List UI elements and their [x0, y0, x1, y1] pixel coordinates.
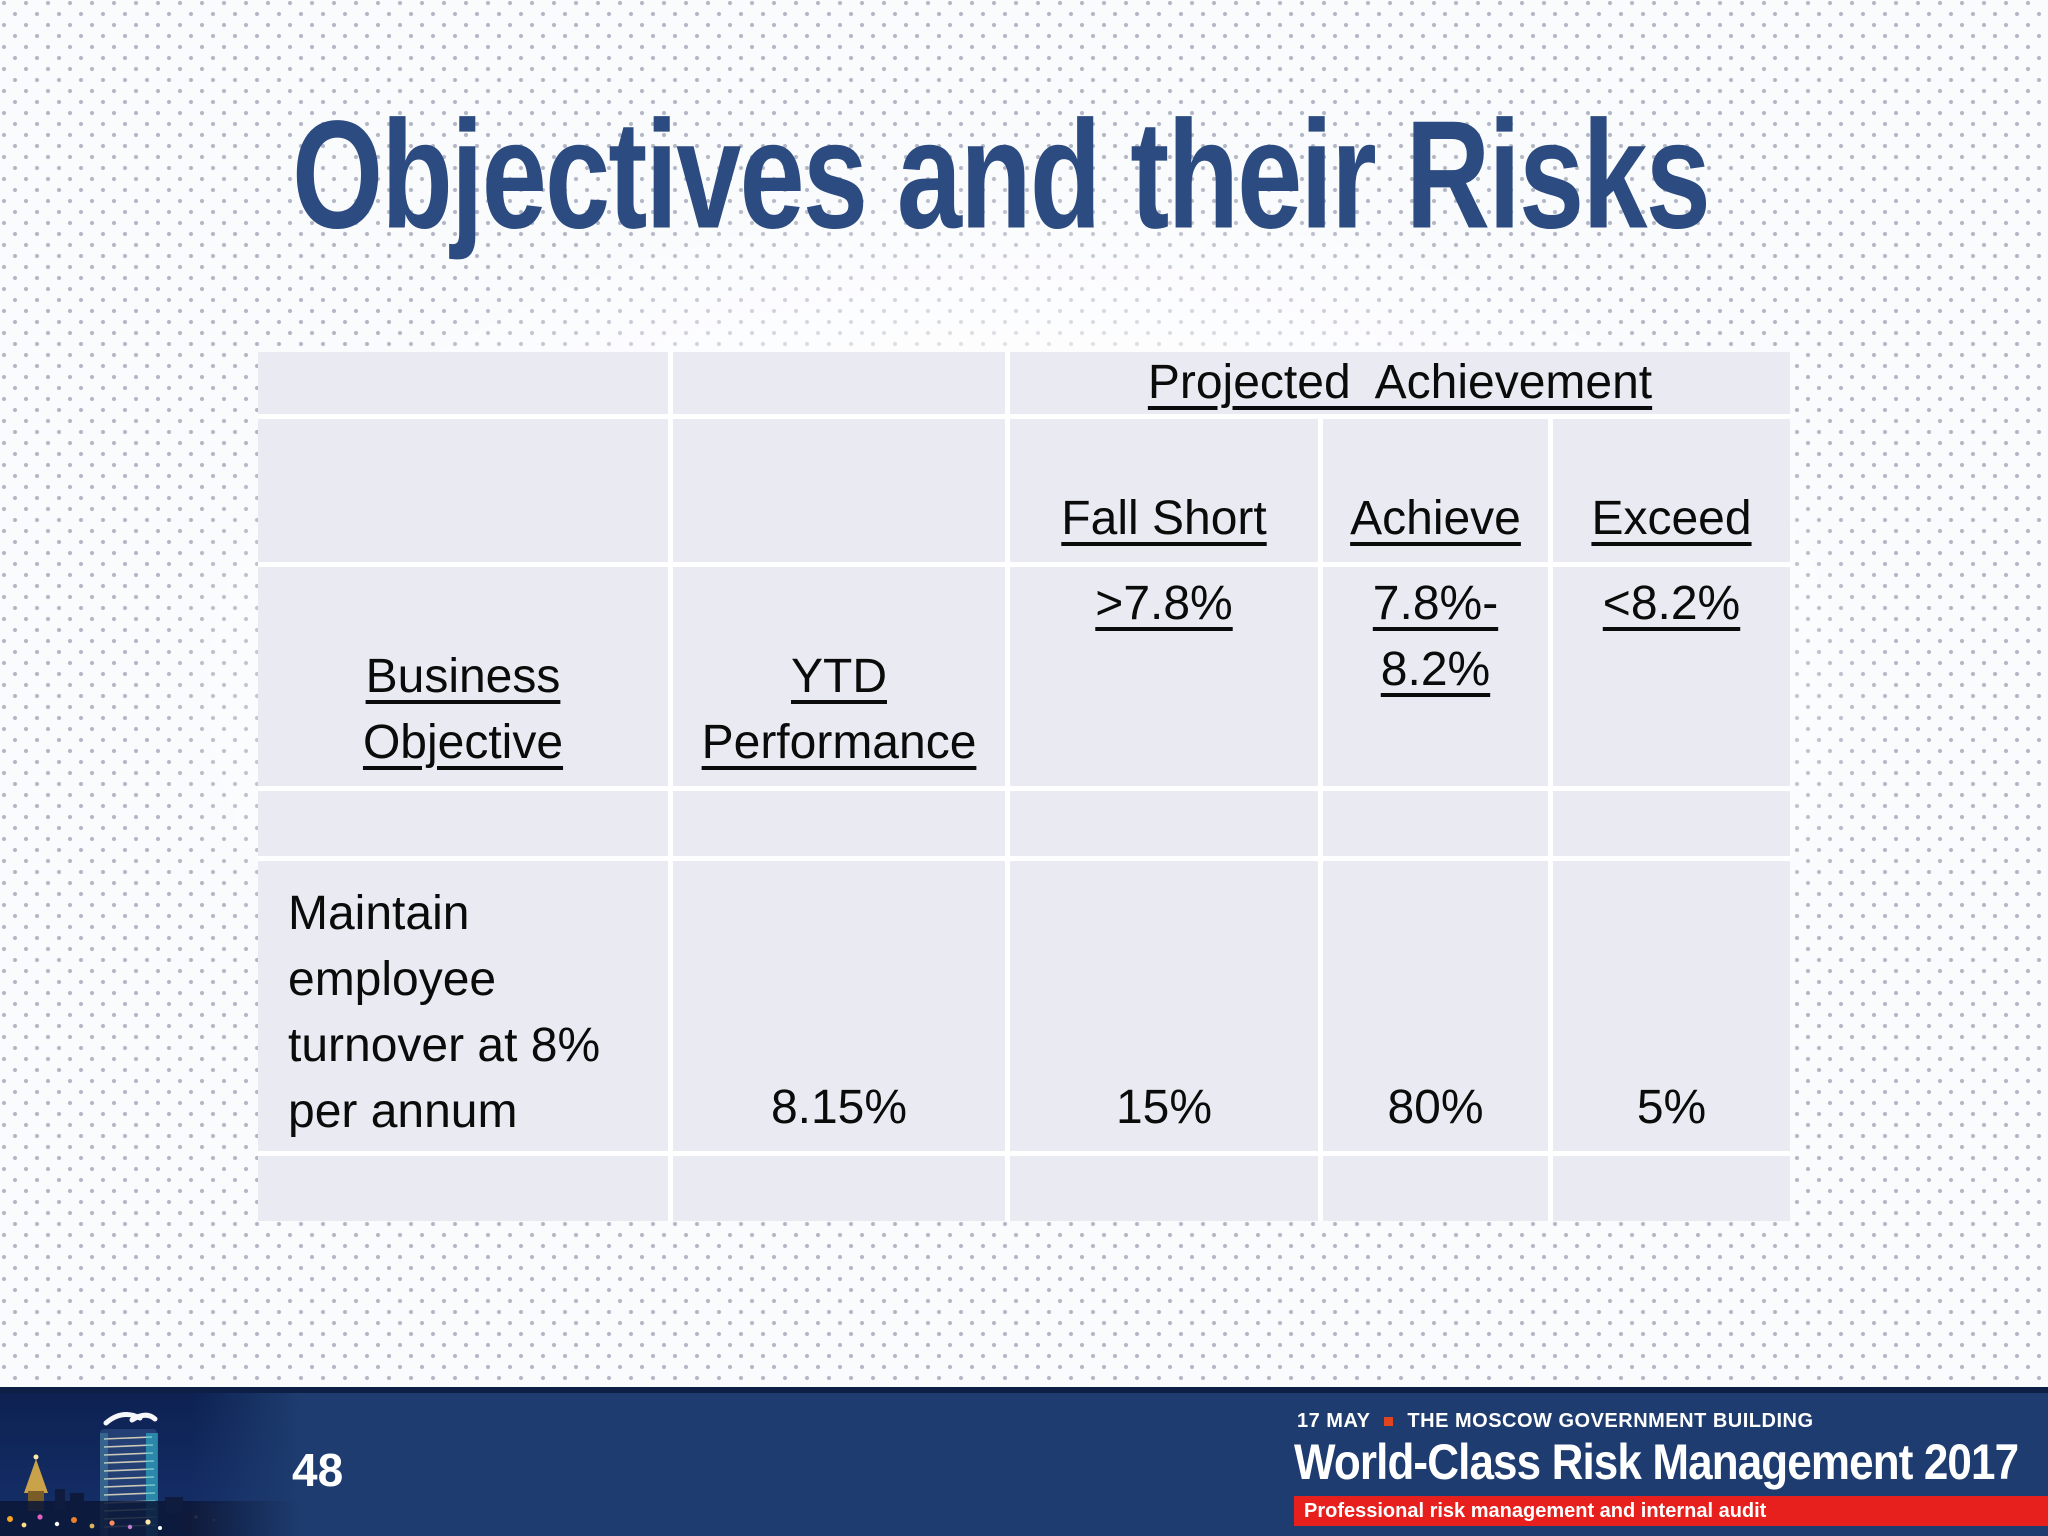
empty-cell: [673, 352, 1005, 414]
cell-threshold-exceed: <8.2%: [1553, 567, 1790, 786]
achieve-value: 80%: [1387, 1081, 1484, 1134]
bird-sculpture-icon: [103, 1411, 158, 1426]
event-date: 17 MAY: [1297, 1410, 1371, 1432]
subheader-exceed-label: Exceed: [1591, 492, 1752, 545]
empty-cell: [1323, 1156, 1548, 1221]
cell-row-header-business-objective: Business Objective: [258, 567, 668, 786]
empty-cell: [258, 352, 668, 414]
subheader-achieve-label: Achieve: [1350, 492, 1521, 545]
cell-subheader-achieve: Achieve: [1323, 419, 1548, 562]
business-objective-label: Business Objective: [362, 650, 564, 769]
empty-cell: [258, 791, 668, 856]
threshold-achieve-value: 7.8%- 8.2%: [1372, 577, 1499, 696]
fall-short-value: 15%: [1115, 1081, 1213, 1134]
cell-row-header-ytd-performance: YTD Performance: [673, 567, 1005, 786]
empty-cell: [1553, 791, 1790, 856]
city-night-photo: [0, 1393, 300, 1536]
event-tagline: Professional risk management and interna…: [1304, 1500, 1767, 1522]
empty-cell: [1323, 791, 1548, 856]
red-square-separator-icon: [1384, 1417, 1394, 1426]
cell-group-header-projected-achievement: Projected Achievement: [1010, 352, 1790, 414]
ytd-value: 8.15%: [770, 1081, 908, 1134]
empty-cell: [673, 419, 1005, 562]
cell-threshold-fall-short: >7.8%: [1010, 567, 1318, 786]
cell-achieve-value: 80%: [1323, 861, 1548, 1151]
event-title: World-Class Risk Management 2017: [1294, 1434, 2019, 1490]
cell-threshold-achieve: 7.8%- 8.2%: [1323, 567, 1548, 786]
empty-cell: [1010, 791, 1318, 856]
cell-subheader-fall-short: Fall Short: [1010, 419, 1318, 562]
objectives-risk-table: Projected Achievement Fall Short Achieve…: [258, 352, 1790, 1221]
cell-ytd-value: 8.15%: [673, 861, 1005, 1151]
page-number: 48: [292, 1444, 344, 1496]
cell-fall-short-value: 15%: [1010, 861, 1318, 1151]
objective-text: Maintain employee turnover at 8% per ann…: [288, 887, 601, 1138]
subheader-fall-short-label: Fall Short: [1061, 492, 1267, 545]
group-header-label: Projected Achievement: [1147, 356, 1653, 409]
empty-cell: [1010, 1156, 1318, 1221]
event-info-line: 17 MAY THE MOSCOW GOVERNMENT BUILDING: [1297, 1410, 1814, 1433]
cell-objective-text: Maintain employee turnover at 8% per ann…: [258, 861, 668, 1151]
exceed-value: 5%: [1636, 1081, 1707, 1134]
empty-cell: [258, 419, 668, 562]
cell-subheader-exceed: Exceed: [1553, 419, 1790, 562]
event-tagline-bar: Professional risk management and interna…: [1294, 1496, 2048, 1526]
footer-bar: 48 17 MAY THE MOSCOW GOVERNMENT BUILDING…: [0, 1387, 2048, 1536]
cell-exceed-value: 5%: [1553, 861, 1790, 1151]
threshold-fall-short-value: >7.8%: [1095, 577, 1233, 630]
empty-cell: [258, 1156, 668, 1221]
ytd-performance-label: YTD Performance: [701, 650, 977, 769]
empty-cell: [673, 791, 1005, 856]
threshold-exceed-value: <8.2%: [1602, 577, 1741, 630]
event-location: THE MOSCOW GOVERNMENT BUILDING: [1407, 1410, 1814, 1432]
empty-cell: [673, 1156, 1005, 1221]
slide-title: Objectives and their Risks: [292, 88, 1711, 261]
empty-cell: [1553, 1156, 1790, 1221]
